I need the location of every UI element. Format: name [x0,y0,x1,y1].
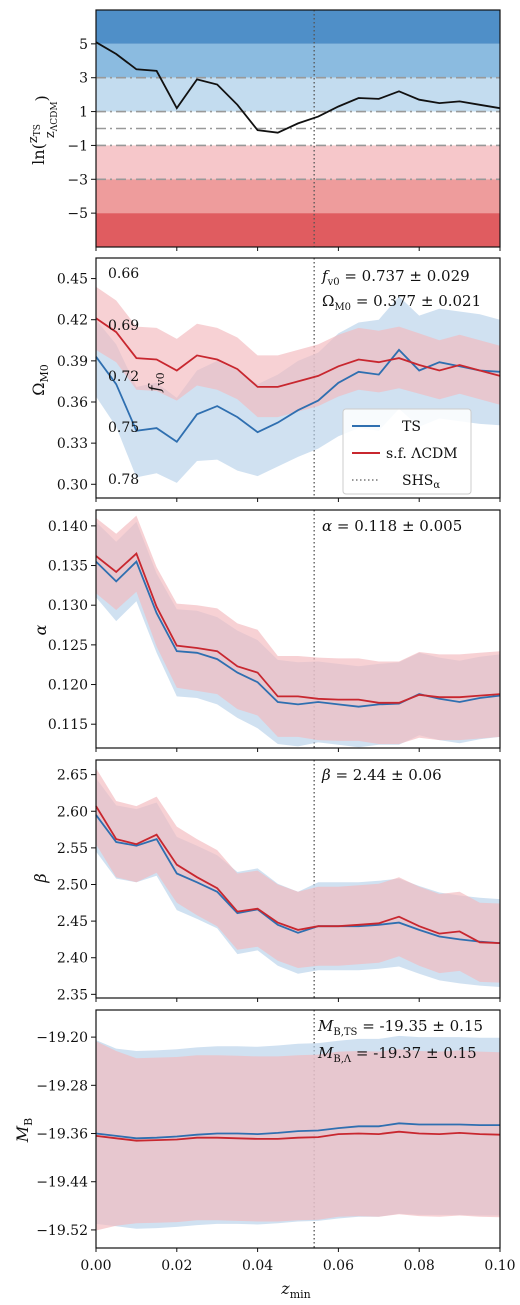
svg-text:MB,Λ = -19.37 ± 0.15: MB,Λ = -19.37 ± 0.15 [317,1044,477,1065]
series-line [95,317,501,388]
x-axis-label: zmin [280,1279,310,1301]
series-line [95,348,501,444]
annotation-mb-ts: MB,TS = -19.35 ± 0.15 [317,1017,483,1038]
evidence-band [96,77,500,112]
y-tick-label: 0.140 [48,519,88,535]
y-tick-label: 0.30 [57,477,88,493]
plot-frame [95,759,501,999]
y-axis-label: ln(zTSzΛCDM) [26,95,60,165]
svg-text:ΩM0 = 0.377 ± 0.021: ΩM0 = 0.377 ± 0.021 [322,292,481,313]
y-tick-label: 5 [79,37,88,53]
y-tick-label: 0.45 [57,272,88,288]
evidence-band [96,213,500,247]
plot-frame [95,509,501,749]
inner-tick: 0.66 [108,266,139,282]
y-tick-label: 0.39 [57,354,88,370]
y-tick-label: 0.120 [48,678,88,694]
legend: TS s.f. ΛCDM SHSα [342,408,472,495]
evidence-band [96,179,500,214]
y-tick-label: −19.52 [36,1223,88,1239]
inner-tick: 0.69 [108,318,139,334]
svg-text:fv0 = 0.737 ± 0.029: fv0 = 0.737 ± 0.029 [321,267,470,288]
y-tick-label: 0.36 [57,395,88,411]
plot-frame [95,1009,501,1249]
y-tick-label: −19.28 [36,1078,88,1094]
y-tick-label: −5 [67,206,88,222]
x-tick-label: 0.10 [484,1258,515,1274]
panel-ln-ratio: −5 −3 −1 1 3 5 ln(zTSzΛCDM) [26,9,501,251]
x-tick-label: 0.02 [161,1258,192,1274]
series-line [95,552,501,704]
panel-beta: 2.35 2.40 2.45 2.50 2.55 2.60 2.65 β β = 2.44 … [31,759,501,1003]
evidence-band [96,145,500,180]
y-tick-label: 0.135 [48,559,88,575]
legend-label-shs: SHSα [402,473,440,491]
y-tick-label: −19.44 [36,1175,88,1191]
x-tick-label: 0.08 [404,1258,435,1274]
panel-omega-m0: 0.30 0.33 0.36 0.39 0.42 0.45 0.66 0.69 0.72 … [29,257,501,502]
y-tick-label: 3 [79,71,88,87]
annotation-omega: ΩM0 = 0.377 ± 0.021 [322,292,481,313]
y-tick-label: 2.45 [57,914,88,930]
y-tick-label: 0.33 [57,436,88,452]
y-tick-label: 2.35 [57,987,88,1003]
y-axis-label: α [31,624,50,635]
series-line [95,1122,500,1140]
panel-mb: −19.52 −19.44 −19.36 −19.28 −19.20 0.00 0.02 0… [13,1009,516,1301]
y-tick-label: 2.40 [57,951,88,967]
inner-tick: 0.72 [108,369,139,385]
series-line [95,41,501,134]
y-tick-label: −1 [67,138,88,154]
y-tick-label: 2.55 [57,841,88,857]
x-tick-label: 0.06 [323,1258,354,1274]
y-tick-label: 2.60 [57,804,88,820]
y-tick-label: 0.130 [48,598,88,614]
y-axis-label: MB [13,1118,35,1143]
svg-text:ln(zTSzΛCDM): ln(zTSzΛCDM) [26,95,60,165]
confidence-band [96,515,500,744]
panel-alpha: 0.115 0.120 0.125 0.130 0.135 0.140 α α = 0.1… [31,509,501,752]
y-tick-label: 2.50 [57,877,88,893]
series-line [95,814,501,944]
confidence-band [96,1041,500,1231]
y-tick-label: 1 [79,105,88,121]
svg-text:α = 0.118 ± 0.005: α = 0.118 ± 0.005 [322,517,462,535]
annotation-mb-lcdm: MB,Λ = -19.37 ± 0.15 [317,1044,477,1065]
x-tick-label: 0.04 [242,1258,273,1274]
y-tick-label: 0.42 [57,313,88,329]
y-axis-label: β [31,873,50,883]
series-line [95,805,501,944]
svg-text:MB,TS = -19.35 ± 0.15: MB,TS = -19.35 ± 0.15 [317,1017,483,1038]
plot-frame [95,9,501,248]
evidence-band [96,43,500,78]
y-axis-label: ΩM0 [29,364,51,396]
legend-label-lcdm: s.f. ΛCDM [386,446,458,462]
y-tick-label: −19.20 [36,1030,88,1046]
x-tick-label: 0.00 [80,1258,111,1274]
evidence-band [96,10,500,44]
annotation-fv0: fv0 = 0.737 ± 0.029 [321,267,470,288]
annotation-alpha: α = 0.118 ± 0.005 [322,517,462,535]
y-tick-label: 0.125 [48,638,88,654]
y-tick-label: 2.65 [57,768,88,784]
annotation-beta: β = 2.44 ± 0.06 [321,766,442,784]
series-line [95,1130,501,1142]
y-tick-label: −3 [67,172,88,188]
inner-tick: 0.75 [108,420,139,436]
inner-tick: 0.78 [108,472,139,488]
inner-fv0-ticks: 0.66 0.69 0.72 0.75 0.78 [108,266,139,488]
plot-frame [95,257,501,499]
confidence-band [96,286,500,418]
legend-label-ts: TS [402,419,421,435]
confidence-band [96,768,500,983]
y-tick-label: 0.115 [48,717,88,733]
svg-text:β = 2.44 ± 0.06: β = 2.44 ± 0.06 [321,766,442,784]
y-tick-label: −19.36 [36,1127,88,1143]
